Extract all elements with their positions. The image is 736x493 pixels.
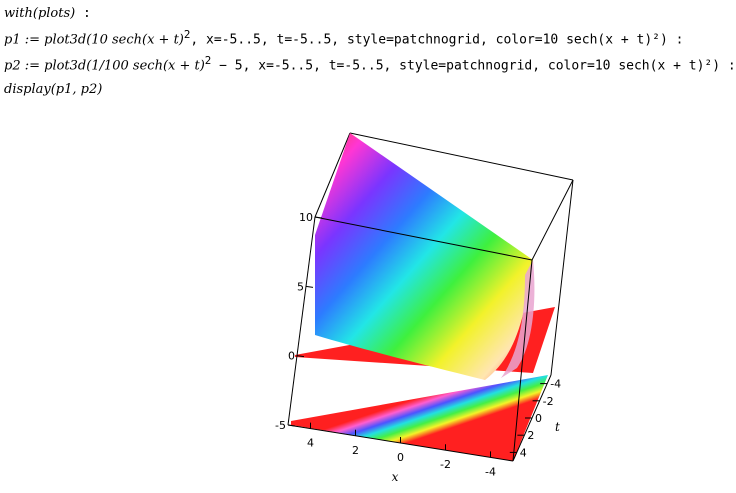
box-edge	[287, 216, 316, 426]
surface-p1-ridge	[315, 133, 533, 380]
t-tick-label: -4	[550, 378, 561, 391]
command-suffix: , x=-5..5, t=-5..5, style=patchnogrid, c…	[190, 32, 684, 48]
command-with-plots[interactable]: with(plots) :	[4, 6, 91, 21]
box-edge	[349, 132, 574, 181]
command-text: p1 := plot3d(10 sech(x + t)	[4, 32, 184, 48]
box-edge	[512, 259, 533, 462]
z-tick-label: 0	[288, 350, 295, 363]
t-axis-label: t	[555, 420, 560, 434]
command-p2[interactable]: p2 := plot3d(1/100 sech(x + t)2 − 5, x=-…	[4, 54, 736, 73]
command-superscript: 2	[204, 54, 212, 67]
x-tick-label: 2	[352, 444, 359, 457]
box-edge	[531, 179, 574, 261]
box-edge	[314, 216, 533, 261]
command-display[interactable]: display(p1, p2)	[4, 82, 102, 97]
z-tick	[287, 424, 296, 427]
x-tick-label: 0	[397, 451, 404, 464]
command-suffix: − 5, x=-5..5, t=-5..5, style=patchnogrid…	[211, 58, 736, 74]
z-tick-label: -5	[275, 419, 286, 432]
z-tick	[305, 285, 314, 288]
command-text: with(plots)	[4, 6, 76, 21]
t-tick-label: -2	[543, 395, 554, 408]
surface-p1-shade	[501, 260, 535, 378]
x-tick-label: -2	[440, 458, 451, 471]
z-tick-label: 5	[297, 280, 304, 293]
z-tick	[296, 355, 305, 358]
x-tick-label: -4	[485, 465, 496, 478]
box-edge	[550, 179, 574, 376]
x-tick-label: 4	[307, 437, 314, 450]
command-suffix: :	[75, 6, 91, 21]
z-tick	[314, 216, 323, 219]
command-p1[interactable]: p1 := plot3d(10 sech(x + t)2, x=-5..5, t…	[4, 28, 684, 47]
z-tick-label: 10	[299, 211, 313, 224]
plot-3d-output[interactable]: 10 5 0 -5 4 2 0 -2 -4 x -4 -2 0 2 4 t	[255, 125, 575, 489]
t-tick-label: 4	[520, 446, 527, 459]
command-superscript: 2	[183, 28, 191, 41]
x-axis-label: x	[392, 470, 399, 484]
box-edge	[314, 132, 351, 218]
t-tick-label: 0	[535, 412, 542, 425]
command-text: display(p1, p2)	[4, 82, 103, 97]
surface-p2	[291, 375, 548, 461]
t-tick-label: 2	[527, 429, 534, 442]
command-text: p2 := plot3d(1/100 sech(x + t)	[4, 58, 205, 74]
